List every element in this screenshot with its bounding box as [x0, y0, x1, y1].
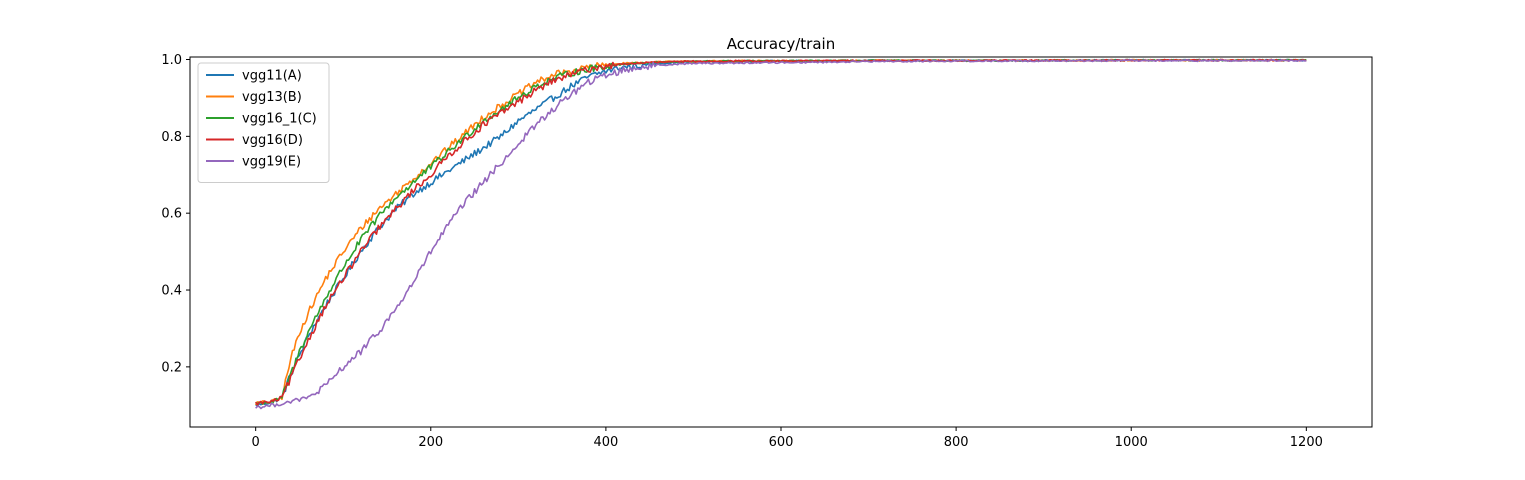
x-tick-label: 800	[944, 435, 969, 450]
legend: vgg11(A) vgg13(B) vgg16_1(C) vgg16(D) vgg19(…	[197, 62, 330, 183]
x-tick-label: 400	[593, 435, 618, 450]
y-tick-label: 1.0	[161, 53, 182, 68]
legend-label-vgg11-a: vgg11(A)	[242, 69, 302, 84]
x-tick-label: 1200	[1290, 435, 1323, 450]
legend-label-vgg19-e: vgg19(E)	[242, 155, 301, 170]
x-tick-label: 200	[418, 435, 443, 450]
x-tick-label: 1000	[1115, 435, 1148, 450]
legend-label-vgg13-b: vgg13(B)	[242, 90, 302, 105]
series-line-vgg19-e	[255, 59, 1307, 410]
y-tick-label: 0.6	[161, 207, 182, 222]
chart-title: Accuracy/train	[727, 35, 835, 53]
x-tick-label: 0	[252, 435, 260, 450]
y-tick-label: 0.4	[161, 284, 182, 299]
x-tick-label: 600	[769, 435, 794, 450]
legend-box	[197, 62, 330, 183]
y-tick-label: 0.8	[161, 130, 182, 145]
series-lines	[254, 58, 1307, 410]
plot-area	[254, 58, 1307, 410]
legend-label-vgg16-d: vgg16(D)	[242, 133, 303, 148]
legend-label-vgg16-1-c: vgg16_1(C)	[242, 112, 317, 127]
axes: 0 200 400 600 800 1000 1200 0.2 0.4 0.6 0.8 1.0	[161, 53, 1373, 450]
y-tick-label: 0.2	[161, 360, 182, 375]
